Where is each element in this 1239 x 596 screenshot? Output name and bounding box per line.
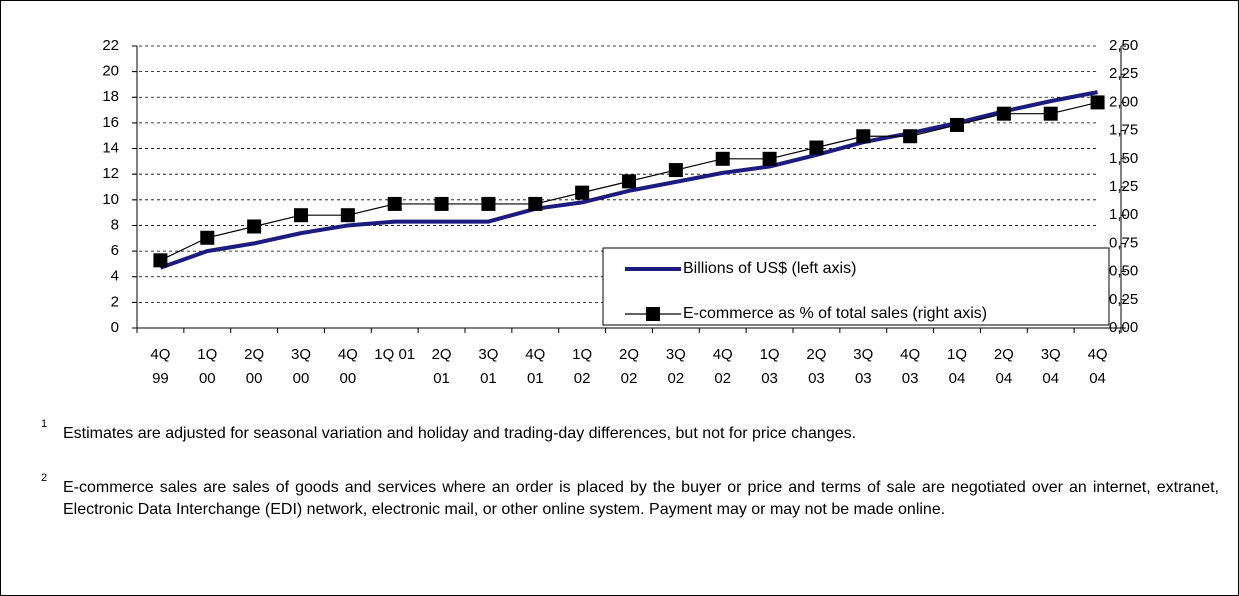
- y-tick-label: 0: [111, 319, 119, 336]
- y-tick-label: 10: [102, 191, 119, 208]
- x-tick-label: 00: [246, 370, 263, 387]
- x-tick-label: 1Q: [572, 346, 592, 363]
- note-number: 1: [41, 418, 48, 430]
- marker: [387, 196, 402, 211]
- x-tick-label: 2Q: [994, 346, 1014, 363]
- marker: [715, 151, 730, 166]
- y2-tick-label: 1,00: [1109, 206, 1138, 223]
- x-tick-label: 3Q: [1041, 346, 1061, 363]
- x-tick-label: 03: [855, 370, 872, 387]
- x-tick-label: 03: [808, 370, 825, 387]
- note-text: E-commerce sales are sales of goods and …: [63, 479, 1219, 518]
- x-tick-label: 1Q 01: [374, 346, 415, 363]
- legend-box: [602, 247, 1110, 326]
- y2-tick-label: 1,25: [1109, 178, 1138, 195]
- x-tick-label: 4Q: [1088, 346, 1108, 363]
- x-tick-label: 01: [433, 370, 450, 387]
- x-tick-label: 00: [199, 370, 216, 387]
- marker: [340, 208, 355, 223]
- marker: [668, 163, 683, 178]
- x-tick-label: 3Q: [853, 346, 873, 363]
- y-tick-label: 14: [102, 140, 119, 157]
- x-tick-label: 00: [340, 370, 357, 387]
- x-tick-label: 02: [574, 370, 591, 387]
- x-tick-label: 04: [1042, 370, 1059, 387]
- y2-tick-label: 0,75: [1109, 234, 1138, 251]
- y2-tick-label: 1,75: [1109, 122, 1138, 139]
- marker: [1043, 106, 1058, 121]
- marker: [528, 196, 543, 211]
- marker: [809, 140, 824, 155]
- chart: 02468101214161820220,000,250,500,751,001…: [102, 37, 1138, 387]
- x-tick-label: 3Q: [478, 346, 498, 363]
- note-number: 2: [41, 472, 48, 484]
- legend-label: E-commerce as % of total sales (right ax…: [683, 305, 987, 322]
- x-tick-label: 03: [902, 370, 919, 387]
- y2-tick-label: 2,25: [1109, 65, 1138, 82]
- y-tick-label: 18: [102, 88, 119, 105]
- legend-marker: [646, 307, 660, 321]
- x-tick-label: 2Q: [619, 346, 639, 363]
- x-tick-label: 2Q: [244, 346, 264, 363]
- y-tick-label: 6: [111, 242, 119, 259]
- series-line: [159, 90, 1098, 270]
- x-tick-label: 04: [1089, 370, 1106, 387]
- marker: [434, 196, 449, 211]
- x-tick-label: 4Q: [713, 346, 733, 363]
- marker: [575, 185, 590, 200]
- y-tick-label: 12: [102, 165, 119, 182]
- x-tick-label: 02: [621, 370, 638, 387]
- x-tick-label: 1Q: [760, 346, 780, 363]
- marker: [1090, 95, 1105, 110]
- y-tick-label: 16: [102, 114, 119, 131]
- marker: [856, 129, 871, 144]
- marker: [903, 129, 918, 144]
- x-tick-label: 02: [714, 370, 731, 387]
- marker: [153, 253, 168, 268]
- marker: [200, 230, 215, 245]
- x-tick-label: 4Q: [525, 346, 545, 363]
- y-tick-label: 4: [111, 268, 119, 285]
- marker: [481, 196, 496, 211]
- marker: [622, 174, 636, 189]
- x-tick-label: 99: [152, 370, 169, 387]
- marker: [950, 117, 964, 132]
- x-tick-label: 01: [527, 370, 544, 387]
- marker: [294, 208, 308, 223]
- y-tick-label: 22: [102, 37, 119, 54]
- y-tick-label: 20: [102, 63, 119, 80]
- y-tick-label: 8: [111, 216, 119, 233]
- x-tick-label: 00: [293, 370, 310, 387]
- x-tick-label: 3Q: [291, 346, 311, 363]
- marker: [247, 219, 262, 234]
- x-tick-label: 4Q: [900, 346, 920, 363]
- x-tick-label: 4Q: [338, 346, 358, 363]
- y2-tick-label: 0,50: [1109, 263, 1138, 280]
- x-tick-label: 2Q: [432, 346, 452, 363]
- y2-tick-label: 2,00: [1109, 93, 1138, 110]
- y2-tick-label: 2,50: [1109, 37, 1138, 54]
- x-tick-label: 1Q: [947, 346, 967, 363]
- legend-label: Billions of US$ (left axis): [683, 260, 856, 277]
- x-tick-label: 4Q: [150, 346, 170, 363]
- y2-tick-label: 1,50: [1109, 150, 1138, 167]
- y-tick-label: 2: [111, 293, 119, 310]
- y2-tick-label: 0,25: [1109, 291, 1138, 308]
- x-tick-label: 01: [480, 370, 497, 387]
- x-tick-label: 04: [949, 370, 966, 387]
- x-tick-label: 03: [761, 370, 778, 387]
- x-tick-label: 04: [996, 370, 1013, 387]
- marker: [762, 151, 777, 166]
- x-tick-label: 2Q: [806, 346, 826, 363]
- x-tick-label: 3Q: [666, 346, 686, 363]
- y2-tick-label: 0,00: [1109, 319, 1138, 336]
- x-tick-label: 02: [668, 370, 685, 387]
- marker: [996, 106, 1011, 121]
- note-text: Estimates are adjusted for seasonal vari…: [63, 425, 857, 442]
- x-tick-label: 1Q: [197, 346, 217, 363]
